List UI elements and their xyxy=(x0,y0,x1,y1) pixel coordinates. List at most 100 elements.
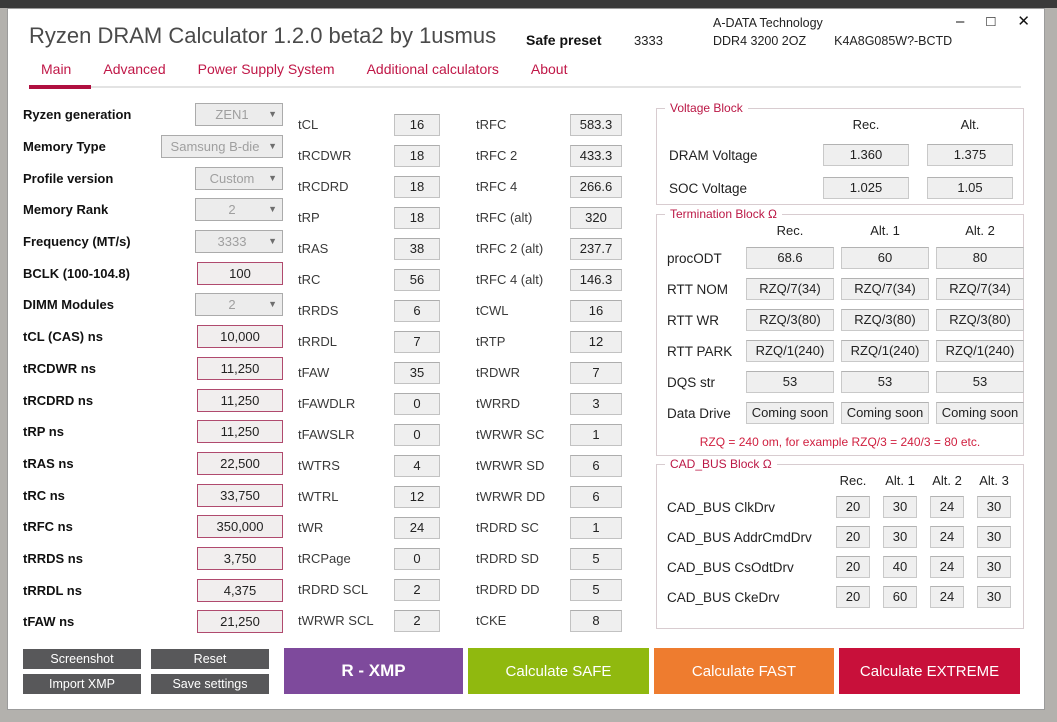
cad-bus-addrcmddrv-value[interactable]: 30 xyxy=(977,526,1011,548)
cad-bus-csodtdrv-value[interactable]: 30 xyxy=(977,556,1011,578)
trc-input[interactable] xyxy=(394,268,440,291)
rtt-nom-value[interactable]: RZQ/7(34) xyxy=(936,278,1024,300)
trdrd-scl-input[interactable] xyxy=(394,578,440,601)
cad-bus-clkdrv-value[interactable]: 20 xyxy=(836,496,870,518)
trcdrd-input[interactable] xyxy=(394,175,440,198)
rtt-wr-value[interactable]: RZQ/3(80) xyxy=(746,309,834,331)
data-drive-value[interactable]: Coming soon xyxy=(841,402,929,424)
data-drive-value[interactable]: Coming soon xyxy=(746,402,834,424)
tfaw-ns-input[interactable] xyxy=(197,610,283,634)
twrwr-sc-input[interactable] xyxy=(570,423,622,446)
rtt-park-value[interactable]: RZQ/1(240) xyxy=(746,340,834,362)
rtt-nom-value[interactable]: RZQ/7(34) xyxy=(841,278,929,300)
reset-button[interactable]: Reset xyxy=(151,649,269,669)
bclk-100-104-8-input[interactable] xyxy=(197,261,283,285)
cad-bus-ckedrv-value[interactable]: 60 xyxy=(883,586,917,608)
trdrd-sc-input[interactable] xyxy=(570,516,622,539)
screenshot-button[interactable]: Screenshot xyxy=(23,649,141,669)
trcdwr-ns-input[interactable] xyxy=(197,356,283,380)
soc-voltage-value[interactable]: 1.025 xyxy=(823,177,909,199)
trcdwr-input[interactable] xyxy=(394,144,440,167)
tab-additional-calculators[interactable]: Additional calculators xyxy=(366,61,499,77)
trrdl-input[interactable] xyxy=(394,330,440,353)
tcl-input[interactable] xyxy=(394,113,440,136)
trfc-4-alt-input[interactable] xyxy=(570,268,622,291)
calculate-fast-button[interactable]: Calculate FAST xyxy=(654,648,834,694)
close-icon[interactable]: ✕ xyxy=(1017,13,1030,30)
cad-bus-addrcmddrv-value[interactable]: 30 xyxy=(883,526,917,548)
rtt-nom-value[interactable]: RZQ/7(34) xyxy=(746,278,834,300)
dram-voltage-value[interactable]: 1.375 xyxy=(927,144,1013,166)
minimize-icon[interactable]: – xyxy=(956,13,965,30)
tfawslr-input[interactable] xyxy=(394,423,440,446)
tras-input[interactable] xyxy=(394,237,440,260)
trrds-ns-input[interactable] xyxy=(197,546,283,570)
tab-about[interactable]: About xyxy=(530,61,568,77)
dqs-str-value[interactable]: 53 xyxy=(936,371,1024,393)
trdrd-sd-input[interactable] xyxy=(570,547,622,570)
twtrs-input[interactable] xyxy=(394,454,440,477)
frequency-mt-s-select[interactable]: 3333 ▼ xyxy=(195,230,283,254)
tcl-cas-ns-input[interactable] xyxy=(197,325,283,349)
cad-bus-ckedrv-value[interactable]: 20 xyxy=(836,586,870,608)
rtt-park-value[interactable]: RZQ/1(240) xyxy=(841,340,929,362)
profile-version-select[interactable]: Custom ▼ xyxy=(195,166,283,190)
dram-voltage-value[interactable]: 1.360 xyxy=(823,144,909,166)
trrdl-ns-input[interactable] xyxy=(197,578,283,602)
trrds-input[interactable] xyxy=(394,299,440,322)
trcdrd-ns-input[interactable] xyxy=(197,388,283,412)
twrrd-input[interactable] xyxy=(570,392,622,415)
tcwl-input[interactable] xyxy=(570,299,622,322)
tfawdlr-input[interactable] xyxy=(394,392,440,415)
maximize-icon[interactable]: □ xyxy=(986,13,996,30)
dqs-str-value[interactable]: 53 xyxy=(841,371,929,393)
trp-ns-input[interactable] xyxy=(197,420,283,444)
trfc-2-input[interactable] xyxy=(570,144,622,167)
memory-type-select[interactable]: Samsung B-die ▼ xyxy=(161,135,283,159)
procodt-value[interactable]: 80 xyxy=(936,247,1024,269)
import-xmp-button[interactable]: Import XMP xyxy=(23,674,141,694)
dqs-str-value[interactable]: 53 xyxy=(746,371,834,393)
trdrd-dd-input[interactable] xyxy=(570,578,622,601)
cad-bus-clkdrv-value[interactable]: 24 xyxy=(930,496,964,518)
trfc-ns-input[interactable] xyxy=(197,515,283,539)
calculate-extreme-button[interactable]: Calculate EXTREME xyxy=(839,648,1020,694)
cad-bus-csodtdrv-value[interactable]: 40 xyxy=(883,556,917,578)
memory-rank-select[interactable]: 2 ▼ xyxy=(195,198,283,222)
twrwr-dd-input[interactable] xyxy=(570,485,622,508)
tab-advanced[interactable]: Advanced xyxy=(103,61,166,77)
tab-power-supply-system[interactable]: Power Supply System xyxy=(197,61,335,77)
trfc-alt-input[interactable] xyxy=(570,206,622,229)
cad-bus-clkdrv-value[interactable]: 30 xyxy=(977,496,1011,518)
dimm-modules-select[interactable]: 2 ▼ xyxy=(195,293,283,317)
rtt-wr-value[interactable]: RZQ/3(80) xyxy=(936,309,1024,331)
trc-ns-input[interactable] xyxy=(197,483,283,507)
cad-bus-csodtdrv-value[interactable]: 24 xyxy=(930,556,964,578)
rtt-park-value[interactable]: RZQ/1(240) xyxy=(936,340,1024,362)
cad-bus-csodtdrv-value[interactable]: 20 xyxy=(836,556,870,578)
save-settings-button[interactable]: Save settings xyxy=(151,674,269,694)
procodt-value[interactable]: 60 xyxy=(841,247,929,269)
trfc-4-input[interactable] xyxy=(570,175,622,198)
tras-ns-input[interactable] xyxy=(197,451,283,475)
cad-bus-addrcmddrv-value[interactable]: 24 xyxy=(930,526,964,548)
cad-bus-clkdrv-value[interactable]: 30 xyxy=(883,496,917,518)
twtrl-input[interactable] xyxy=(394,485,440,508)
tab-main[interactable]: Main xyxy=(41,61,72,77)
rtt-wr-value[interactable]: RZQ/3(80) xyxy=(841,309,929,331)
cad-bus-ckedrv-value[interactable]: 24 xyxy=(930,586,964,608)
trdwr-input[interactable] xyxy=(570,361,622,384)
r-xmp-button[interactable]: R - XMP xyxy=(284,648,463,694)
trcpage-input[interactable] xyxy=(394,547,440,570)
twrwr-sd-input[interactable] xyxy=(570,454,622,477)
ryzen-generation-select[interactable]: ZEN1 ▼ xyxy=(195,103,283,127)
tfaw-input[interactable] xyxy=(394,361,440,384)
trtp-input[interactable] xyxy=(570,330,622,353)
calculate-safe-button[interactable]: Calculate SAFE xyxy=(468,648,649,694)
trp-input[interactable] xyxy=(394,206,440,229)
tcke-input[interactable] xyxy=(570,609,622,632)
data-drive-value[interactable]: Coming soon xyxy=(936,402,1024,424)
twrwr-scl-input[interactable] xyxy=(394,609,440,632)
trfc-input[interactable] xyxy=(570,113,622,136)
soc-voltage-value[interactable]: 1.05 xyxy=(927,177,1013,199)
